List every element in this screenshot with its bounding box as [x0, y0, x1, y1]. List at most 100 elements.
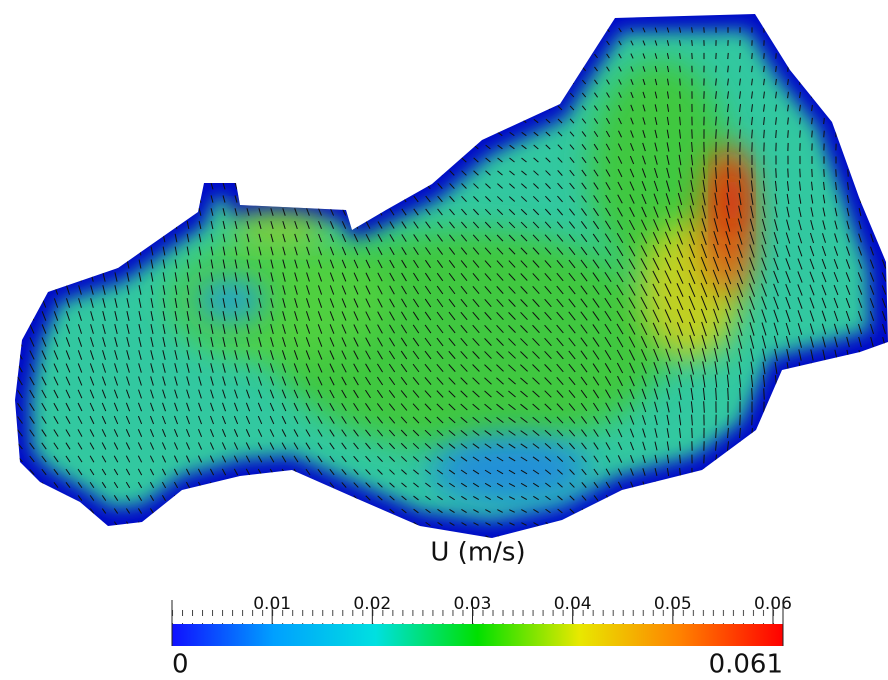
vector-glyph: [460, 443, 468, 449]
vector-glyph: [520, 456, 528, 462]
vector-glyph: [557, 54, 563, 58]
vector-glyph: [449, 118, 455, 124]
vector-glyph: [258, 53, 262, 59]
vector-glyph: [798, 336, 802, 348]
vector-glyph: [90, 337, 94, 347]
vector-glyph: [89, 350, 95, 360]
vector-glyph: [448, 234, 456, 242]
vector-glyph: [857, 259, 863, 269]
vector-glyph: [329, 416, 335, 424]
vector-glyph: [640, 309, 648, 323]
vector-glyph: [616, 245, 624, 257]
vector-glyph: [629, 402, 635, 412]
vector-glyph: [654, 441, 658, 451]
vector-glyph: [604, 323, 612, 335]
vector-glyph: [798, 181, 802, 191]
vector-glyph: [126, 208, 130, 216]
vector-glyph: [556, 350, 564, 360]
vector-glyph: [472, 430, 480, 436]
vector-glyph: [664, 270, 672, 284]
vector-glyph: [642, 521, 646, 527]
vector-glyph: [688, 269, 696, 285]
vector-glyph: [186, 311, 190, 321]
vector-glyph: [125, 389, 131, 399]
vector-glyph: [797, 258, 803, 270]
vector-glyph: [329, 169, 335, 177]
vector-glyph: [568, 298, 576, 308]
vector-glyph: [174, 534, 178, 538]
vector-glyph: [473, 495, 479, 501]
vector-glyph: [41, 468, 47, 476]
vector-glyph: [102, 79, 106, 85]
vector-glyph: [640, 349, 648, 361]
vector-glyph: [642, 117, 646, 125]
vector-glyph: [739, 427, 741, 439]
vector-glyph: [594, 79, 598, 85]
vector-glyph: [448, 456, 456, 462]
vector-glyph: [520, 208, 528, 216]
vector-glyph: [460, 337, 468, 347]
vector-glyph: [424, 363, 432, 373]
vector-glyph: [508, 286, 516, 294]
vector-glyph: [484, 416, 492, 424]
vector-glyph: [365, 285, 371, 295]
vector-glyph: [53, 272, 59, 282]
vector-glyph: [78, 66, 82, 72]
vector-glyph: [126, 298, 130, 308]
vector-glyph: [401, 170, 407, 176]
vector-glyph: [401, 298, 407, 308]
vector-glyph: [545, 105, 551, 111]
vector-glyph: [618, 66, 622, 72]
vector-glyph: [727, 427, 729, 439]
vector-glyph: [305, 468, 311, 476]
vector-glyph: [666, 129, 670, 139]
vector-glyph: [654, 155, 658, 165]
vector-glyph: [210, 195, 214, 203]
vector-glyph: [186, 298, 190, 308]
vector-glyph: [365, 495, 371, 501]
vector-glyph: [376, 376, 384, 386]
vector-glyph: [617, 402, 623, 412]
vector-glyph: [114, 534, 118, 538]
vector-glyph: [161, 481, 167, 489]
vector-glyph: [472, 390, 480, 398]
vector-glyph: [377, 285, 383, 295]
vector-glyph: [569, 195, 575, 203]
vector-glyph: [90, 285, 94, 295]
vector-glyph: [366, 28, 370, 32]
vector-glyph: [472, 482, 480, 488]
vector-glyph: [799, 481, 801, 489]
vector-glyph: [222, 337, 226, 347]
vector-glyph: [715, 387, 717, 401]
vector-glyph: [544, 429, 552, 437]
vector-glyph: [330, 79, 334, 85]
vector-glyph: [305, 376, 311, 386]
vector-glyph: [17, 195, 23, 203]
vector-glyph: [198, 195, 202, 203]
vector-glyph: [234, 118, 238, 124]
vector-glyph: [318, 246, 322, 256]
vector-glyph: [593, 495, 599, 501]
vector-glyph: [557, 482, 563, 488]
vector-glyph: [496, 324, 504, 334]
vector-glyph: [365, 534, 371, 538]
vector-glyph: [366, 41, 370, 45]
vector-glyph: [882, 233, 886, 243]
vector-glyph: [89, 468, 95, 476]
vector-glyph: [460, 221, 468, 229]
vector-glyph: [833, 310, 839, 322]
vector-glyph: [17, 182, 23, 190]
vector-glyph: [425, 234, 431, 242]
vector-glyph: [330, 41, 334, 45]
vector-glyph: [186, 27, 190, 33]
vector-glyph: [449, 80, 455, 84]
vector-glyph: [102, 311, 106, 321]
vector-glyph: [859, 494, 861, 502]
vector-glyph: [448, 298, 456, 308]
vector-glyph: [605, 442, 611, 450]
vector-glyph: [823, 66, 825, 72]
vector-glyph: [508, 469, 516, 475]
vector-glyph: [89, 495, 95, 501]
minor-ticks: [172, 610, 783, 624]
vector-glyph: [342, 41, 346, 45]
